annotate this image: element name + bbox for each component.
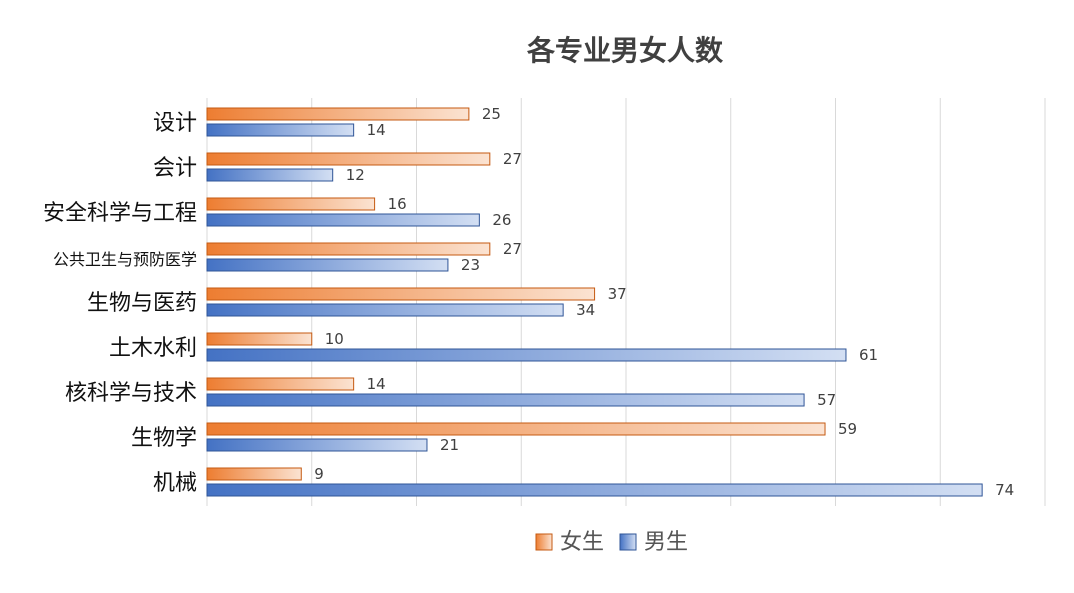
- category-label: 生物与医药: [87, 291, 197, 316]
- data-label-female: 37: [608, 285, 627, 303]
- data-label-male: 26: [492, 211, 511, 229]
- bar-male: [206, 393, 805, 407]
- bar-female: [206, 152, 491, 166]
- data-label-male: 74: [995, 481, 1014, 499]
- category-label: 公共卫生与预防医学: [53, 250, 197, 269]
- category-label: 土木水利: [109, 336, 197, 361]
- category-label: 核科学与技术: [65, 381, 197, 406]
- bar-female: [206, 107, 470, 121]
- data-label-male: 14: [367, 121, 386, 139]
- bar-female: [206, 377, 355, 391]
- category-label: 生物学: [131, 426, 197, 451]
- bar-male: [206, 303, 564, 317]
- data-label-male: 61: [859, 346, 878, 364]
- data-label-male: 23: [461, 256, 480, 274]
- bar-female: [206, 467, 302, 481]
- bar-female: [206, 287, 596, 301]
- bar-female: [206, 422, 826, 436]
- bar-female: [206, 242, 491, 256]
- data-label-female: 14: [367, 375, 386, 393]
- data-label-female: 27: [503, 150, 522, 168]
- legend-label-female: 女生: [560, 530, 604, 555]
- legend-swatch-female: [535, 533, 553, 551]
- data-label-female: 10: [325, 330, 344, 348]
- chart-title: 各专业男女人数: [526, 34, 724, 67]
- data-label-female: 16: [388, 195, 407, 213]
- data-label-male: 34: [576, 301, 595, 319]
- category-label: 设计: [153, 111, 197, 136]
- data-label-male: 21: [440, 436, 459, 454]
- bar-male: [206, 348, 847, 362]
- bar-female: [206, 332, 313, 346]
- gridlines: [206, 98, 1046, 506]
- data-label-female: 59: [838, 420, 857, 438]
- bar-male: [206, 438, 428, 452]
- bar-female: [206, 197, 376, 211]
- data-label-female: 9: [314, 465, 324, 483]
- category-label: 安全科学与工程: [43, 201, 197, 226]
- bar-male: [206, 213, 480, 227]
- data-label-female: 27: [503, 240, 522, 258]
- bar-male: [206, 258, 449, 272]
- bar-male: [206, 123, 355, 137]
- category-label: 机械: [153, 471, 197, 496]
- legend-label-male: 男生: [644, 530, 688, 555]
- bar-male: [206, 168, 334, 182]
- data-label-female: 25: [482, 105, 501, 123]
- data-label-male: 12: [346, 166, 365, 184]
- bar-male: [206, 483, 983, 497]
- legend-swatch-male: [619, 533, 637, 551]
- category-label: 会计: [153, 156, 197, 181]
- legend: 女生 男生: [535, 530, 688, 555]
- data-label-male: 57: [817, 391, 836, 409]
